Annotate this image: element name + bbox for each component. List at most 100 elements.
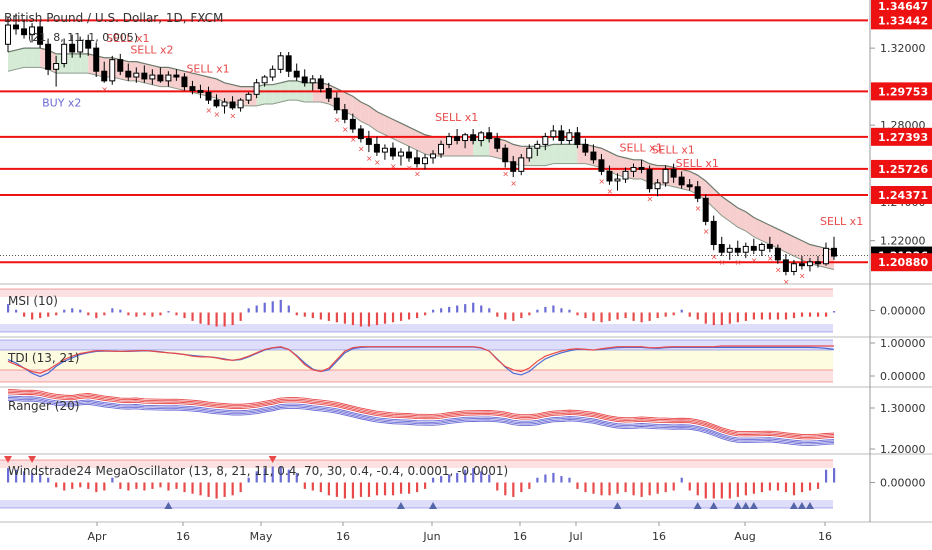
candle-body-48	[389, 147, 396, 157]
msi-bar-94	[760, 312, 764, 320]
candle-body-67	[542, 136, 549, 145]
ema-cloud-segment	[304, 82, 313, 103]
msi-bar-91	[736, 312, 739, 323]
time-tick-label-0: Apr	[87, 530, 107, 543]
msi-bar-14	[119, 309, 122, 313]
sub-tick-label-2-0: 1.30000	[880, 402, 926, 415]
candle-body-19	[157, 74, 164, 82]
mega-bar-56	[456, 472, 459, 483]
msi-bar-87	[704, 312, 707, 324]
candle-body-61	[494, 138, 501, 149]
tdi-panel[interactable]	[0, 339, 835, 383]
candle-body-76	[614, 178, 621, 182]
sell-marker-44: ×	[358, 144, 365, 153]
mega-bar-14	[119, 482, 122, 489]
ranger-band-5	[7, 396, 835, 443]
mega-bar-93	[752, 482, 756, 494]
candle-body-25	[205, 91, 212, 101]
sell-marker-95: ×	[767, 254, 774, 263]
msi-bar-0	[7, 304, 10, 313]
ranger-band-3	[7, 393, 835, 440]
signal-label-6: SELL x1	[652, 144, 695, 157]
candle-body-69	[558, 130, 565, 142]
mega-bar-77	[624, 482, 627, 493]
candle-body-3	[29, 26, 36, 36]
candle-body-63	[510, 161, 517, 172]
candle-body-59	[478, 132, 485, 142]
msi-bar-4	[39, 312, 42, 319]
mega-up-arrow-0	[164, 502, 173, 509]
candle-body-81	[654, 182, 661, 190]
mega-bar-67	[544, 474, 547, 483]
mega-up-arrow-4	[693, 502, 702, 509]
candle-body-12	[101, 70, 108, 82]
price-axis[interactable]: 1.320001.280001.240001.220001.346471.334…	[869, 0, 932, 522]
sell-marker-75: ×	[606, 187, 613, 196]
candle-body-97	[782, 259, 789, 272]
price-label-box-3	[871, 127, 932, 146]
ema-cloud-segment	[793, 236, 802, 260]
price-label-5: 1.24371	[878, 189, 928, 202]
msi-bar-7	[63, 309, 66, 313]
msi-bar-64	[520, 312, 523, 319]
candle-body-57	[462, 134, 469, 142]
sell-marker-91: ×	[735, 258, 742, 267]
sub-tick-label-1-0: 1.00000	[880, 337, 926, 350]
mega-bar-29	[239, 482, 242, 493]
candle-body-22	[181, 76, 188, 88]
msi-bar-11	[95, 312, 98, 319]
msi-bar-52	[424, 312, 427, 316]
ranger-panel[interactable]	[7, 388, 835, 446]
mega-bar-18	[151, 482, 154, 489]
sell-marker-43: ×	[350, 135, 357, 144]
mega-bar-97	[784, 482, 788, 493]
candle-body-54	[438, 143, 445, 155]
mega-bar-0	[7, 468, 10, 483]
msi-bar-31	[255, 305, 258, 313]
sell-marker-96: ×	[775, 266, 782, 275]
candle-body-11	[93, 47, 100, 72]
candle-body-72	[582, 143, 589, 153]
msi-bar-68	[552, 305, 555, 313]
mega-bar-53	[432, 477, 435, 483]
msi-bar-56	[456, 305, 459, 313]
signal-label-2: SELL x1	[186, 63, 229, 76]
candle-body-18	[149, 74, 156, 80]
signal-label-8: SELL x1	[820, 215, 863, 228]
msi-bar-43	[351, 312, 355, 326]
time-axis[interactable]: Apr 16 May 16 Jun 16 Jul 16 Aug 16	[0, 283, 932, 543]
ema-cloud-segment	[553, 144, 562, 164]
candle-body-52	[422, 157, 428, 165]
candle-body-102	[822, 247, 829, 265]
mega-oscillator-panel[interactable]	[0, 456, 836, 509]
msi-bar-69	[560, 308, 563, 313]
mega-bar-54	[440, 476, 443, 483]
signal-label-3: BUY x2	[42, 97, 81, 110]
candle-body-83	[670, 168, 677, 178]
ema-cloud-segment	[16, 48, 25, 70]
candle-body-33	[269, 68, 276, 78]
msi-bar-95	[768, 312, 772, 320]
ema-cloud-segment	[769, 225, 778, 249]
candle-body-75	[606, 170, 613, 182]
msi-bar-42	[343, 312, 347, 324]
msi-panel[interactable]	[0, 288, 836, 333]
mega-up-arrow-8	[749, 502, 758, 509]
mega-bar-20	[167, 482, 170, 491]
time-tick-label-1: 16	[176, 530, 190, 543]
sell-marker-26: ×	[214, 110, 221, 119]
msi-bar-9	[79, 309, 82, 313]
mega-bar-74	[600, 482, 603, 496]
msi-bar-85	[688, 312, 691, 317]
price-panel[interactable]: ×× × × ××××× × × ×× ×× ××××××× × × ××××SELL x1SELL …	[0, 13, 875, 286]
candle-body-24	[197, 89, 204, 93]
candle-body-43	[349, 118, 356, 130]
mega-bar-19	[159, 482, 162, 488]
mega-bar-86	[696, 482, 699, 496]
ema-cloud-segment	[761, 221, 770, 245]
ema-cloud-segment	[168, 67, 177, 89]
signal-label-4: SELL x1	[435, 111, 478, 124]
sell-marker-12: ×	[101, 85, 108, 94]
mega-bar-66	[536, 477, 539, 483]
mega-bar-103	[833, 468, 836, 483]
